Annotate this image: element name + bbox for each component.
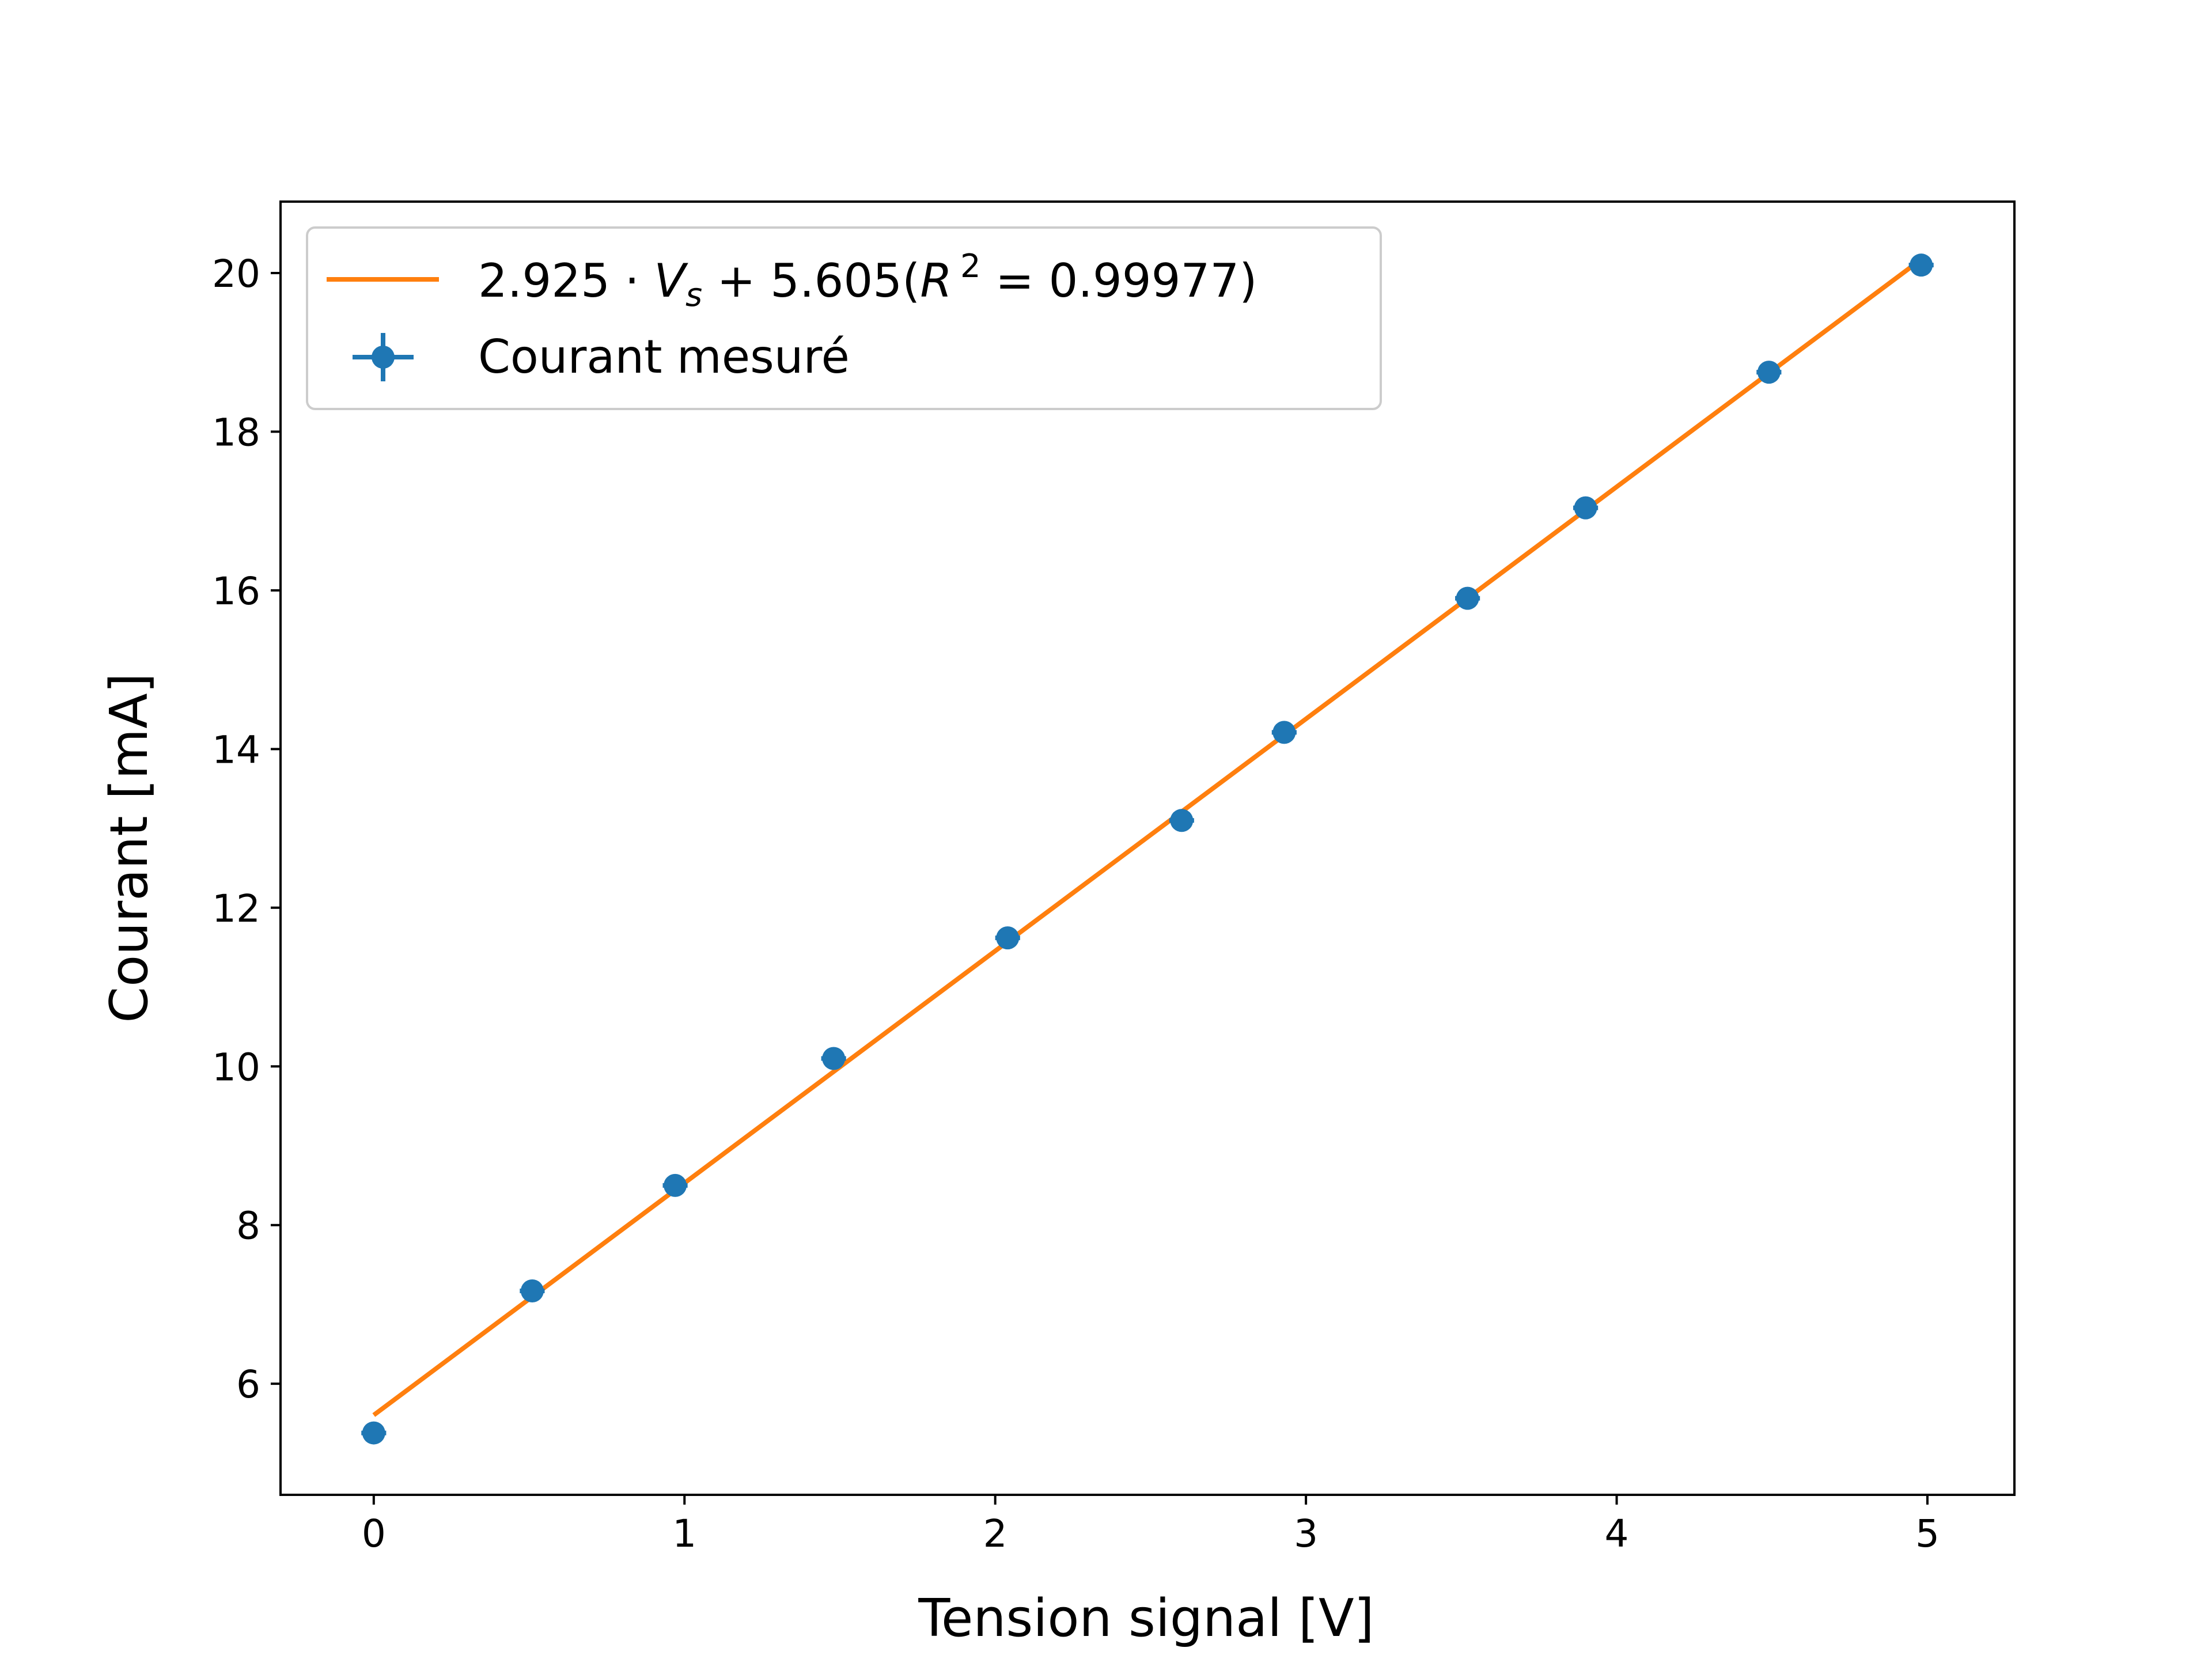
legend-fit-var: V bbox=[654, 254, 688, 308]
y-tick-label: 10 bbox=[212, 1045, 260, 1089]
legend-fit-r: R bbox=[920, 254, 952, 308]
y-tick-label: 14 bbox=[212, 728, 260, 772]
legend-data-swatch bbox=[353, 333, 414, 381]
data-point bbox=[1756, 361, 1782, 384]
legend-fit-label: 2.925 · Vs + 5.605(R 2 = 0.99977) bbox=[478, 248, 1257, 314]
legend: 2.925 · Vs + 5.605(R 2 = 0.99977) Courant… bbox=[306, 226, 1382, 410]
x-tick-label: 2 bbox=[983, 1512, 1007, 1556]
data-point bbox=[662, 1173, 688, 1197]
legend-data-label: Courant mesuré bbox=[478, 330, 850, 384]
y-tick-label: 20 bbox=[212, 252, 260, 296]
data-marker bbox=[1910, 253, 1933, 277]
data-marker bbox=[822, 1047, 846, 1070]
data-marker bbox=[996, 926, 1020, 950]
y-axis-label: Courant [mA] bbox=[99, 673, 160, 1023]
y-tick-label: 12 bbox=[212, 887, 260, 931]
data-marker bbox=[1170, 809, 1194, 832]
data-marker bbox=[520, 1279, 544, 1303]
y-tick-label: 16 bbox=[212, 569, 260, 613]
data-point bbox=[361, 1421, 387, 1445]
plot-area bbox=[281, 202, 2014, 1495]
plot-frame bbox=[279, 200, 2016, 1496]
data-marker bbox=[1757, 361, 1781, 384]
data-point bbox=[1573, 496, 1599, 520]
data-marker bbox=[1456, 586, 1479, 610]
legend-fit-mid: + 5.605( bbox=[702, 254, 920, 308]
legend-fit-prefix: 2.925 · bbox=[478, 254, 654, 308]
data-marker bbox=[1272, 721, 1296, 744]
data-point bbox=[821, 1047, 846, 1070]
legend-fit-suffix: = 0.99977) bbox=[981, 254, 1257, 308]
y-tick-label: 6 bbox=[236, 1362, 260, 1407]
data-points-layer bbox=[361, 253, 1934, 1445]
data-point bbox=[1908, 253, 1934, 277]
data-point bbox=[995, 926, 1020, 950]
legend-fit-sub: s bbox=[685, 276, 702, 314]
y-tick-label: 18 bbox=[212, 410, 260, 454]
data-point bbox=[1169, 809, 1194, 832]
x-axis-ticks: 0 1 2 3 4 5 bbox=[362, 1495, 1940, 1556]
x-tick-label: 3 bbox=[1294, 1512, 1318, 1556]
x-tick-label: 0 bbox=[362, 1512, 386, 1556]
fit-line bbox=[372, 257, 1923, 1417]
data-point bbox=[1271, 721, 1297, 744]
x-tick-label: 4 bbox=[1605, 1512, 1629, 1556]
legend-fit-sup: 2 bbox=[960, 248, 981, 285]
data-marker bbox=[664, 1173, 687, 1197]
y-axis-ticks: 6 8 10 12 14 16 18 20 bbox=[212, 252, 281, 1407]
x-tick-label: 1 bbox=[672, 1512, 696, 1556]
x-axis-label: Tension signal [V] bbox=[918, 1588, 1374, 1649]
fit-line-layer bbox=[372, 257, 1923, 1417]
data-point bbox=[520, 1279, 545, 1303]
data-marker bbox=[362, 1421, 385, 1445]
legend-frame bbox=[306, 226, 1382, 410]
data-point bbox=[1455, 586, 1480, 610]
x-tick-label: 5 bbox=[1915, 1512, 1940, 1556]
y-tick-label: 8 bbox=[236, 1204, 260, 1248]
data-marker bbox=[1574, 496, 1597, 520]
